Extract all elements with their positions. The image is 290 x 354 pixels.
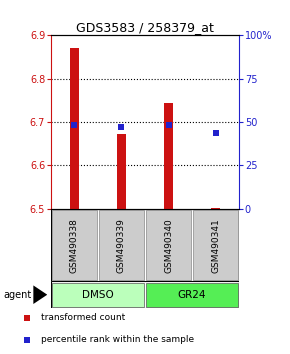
Bar <box>117 134 126 209</box>
Text: GSM490338: GSM490338 <box>70 218 79 273</box>
Text: GSM490341: GSM490341 <box>211 218 220 273</box>
Bar <box>146 283 238 307</box>
Text: percentile rank within the sample: percentile rank within the sample <box>41 335 194 344</box>
Title: GDS3583 / 258379_at: GDS3583 / 258379_at <box>76 21 214 34</box>
Text: transformed count: transformed count <box>41 313 125 322</box>
Bar <box>52 283 144 307</box>
Bar <box>52 210 97 280</box>
Text: GSM490340: GSM490340 <box>164 218 173 273</box>
Text: DMSO: DMSO <box>82 290 114 300</box>
Bar <box>193 210 238 280</box>
Bar <box>164 103 173 209</box>
Bar <box>146 210 191 280</box>
Text: GR24: GR24 <box>178 290 206 300</box>
Polygon shape <box>33 285 47 304</box>
Bar <box>211 208 220 209</box>
Bar <box>70 48 79 209</box>
Bar <box>99 210 144 280</box>
Text: agent: agent <box>3 290 31 300</box>
Text: GSM490339: GSM490339 <box>117 218 126 273</box>
